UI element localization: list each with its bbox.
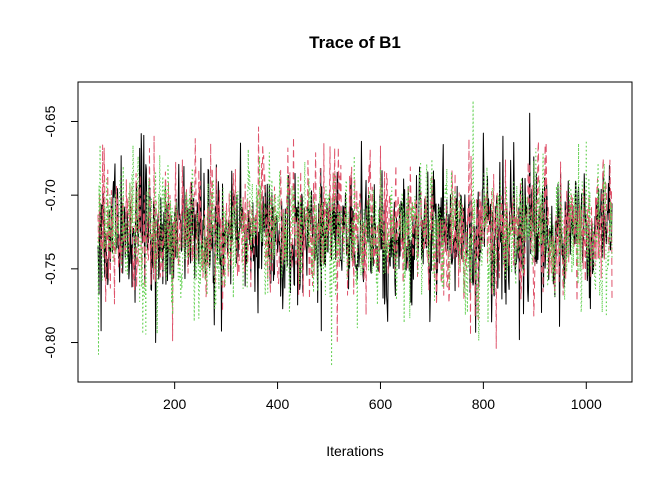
trace-line-dotted xyxy=(97,100,613,367)
x-tick-label: 600 xyxy=(369,396,393,412)
y-tick-label: -0.80 xyxy=(42,326,58,358)
y-tick-label: -0.75 xyxy=(42,253,58,285)
y-tick-label: -0.70 xyxy=(42,179,58,211)
y-tick-label: -0.65 xyxy=(42,105,58,137)
x-axis-label: Iterations xyxy=(326,443,384,459)
y-axis: -0.65 -0.70 -0.75 -0.80 xyxy=(42,105,79,358)
series-layer xyxy=(97,100,613,367)
x-tick-label: 400 xyxy=(266,396,290,412)
x-tick-label: 1000 xyxy=(571,396,602,412)
chart-title: Trace of B1 xyxy=(309,33,401,52)
x-tick-label: 200 xyxy=(163,396,187,412)
x-tick-label: 800 xyxy=(472,396,496,412)
x-axis: 200 400 600 800 1000 xyxy=(163,381,602,412)
